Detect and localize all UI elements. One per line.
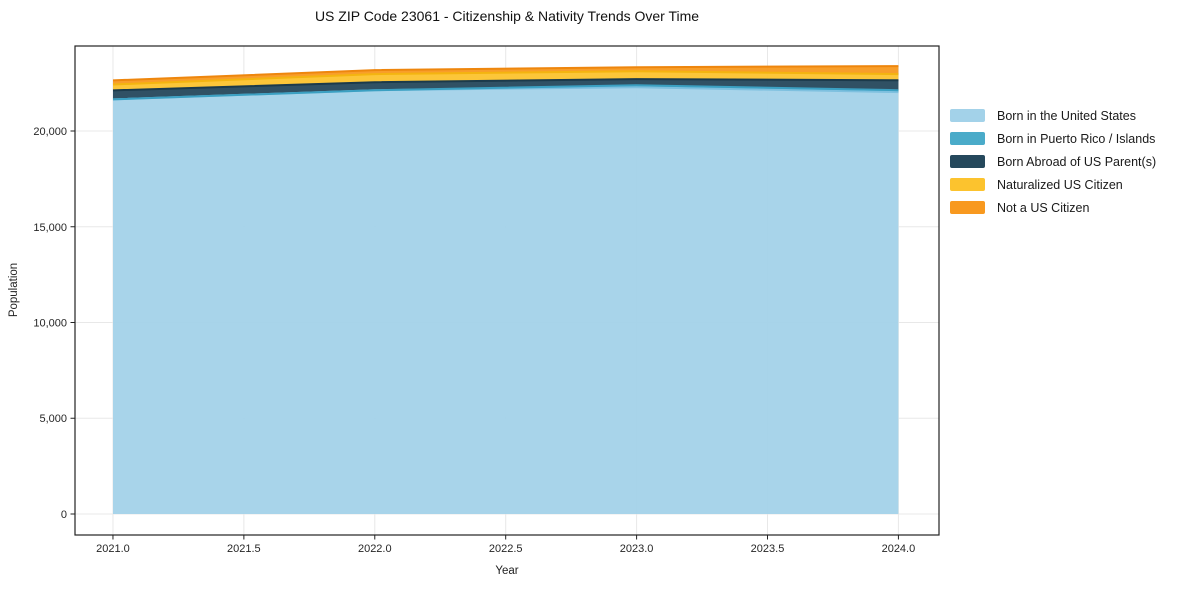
x-tick-label: 2023.5 <box>751 543 785 555</box>
legend-item: Born in Puerto Rico / Islands <box>950 127 1156 150</box>
area-series-2 <box>113 79 899 100</box>
legend-swatch-not-citizen <box>950 201 985 214</box>
x-tick-label: 2021.0 <box>96 543 130 555</box>
y-tick-label: 5,000 <box>39 413 67 425</box>
x-tick-label: 2022.5 <box>489 543 523 555</box>
x-tick-label: 2024.0 <box>882 543 916 555</box>
y-tick-label: 0 <box>61 509 67 521</box>
y-axis-label: Population <box>8 262 20 318</box>
y-tick-label: 20,000 <box>33 126 67 138</box>
x-tick-label: 2022.0 <box>358 543 392 555</box>
x-tick-label: 2023.0 <box>620 543 654 555</box>
legend-item: Not a US Citizen <box>950 196 1156 219</box>
area-series-4 <box>113 66 899 85</box>
legend-label: Not a US Citizen <box>997 200 1090 215</box>
area-edge-line-3 <box>112 70 899 86</box>
legend-label: Naturalized US Citizen <box>997 177 1123 192</box>
legend-swatch-naturalized <box>950 178 985 191</box>
area-edge-line-2 <box>112 78 899 92</box>
legend-label: Born in Puerto Rico / Islands <box>997 131 1156 146</box>
legend-swatch-born-us <box>950 109 985 122</box>
area-edge-line-4 <box>112 65 899 82</box>
x-tick-label: 2021.5 <box>227 543 261 555</box>
y-tick-label: 10,000 <box>33 317 67 329</box>
y-tick-label: 15,000 <box>33 222 67 234</box>
legend-label: Born Abroad of US Parent(s) <box>997 154 1157 169</box>
area-series-3 <box>113 71 899 91</box>
area-edge-line-1 <box>112 84 899 101</box>
axes-spines <box>74 45 940 536</box>
legend-swatch-puerto-rico <box>950 132 985 145</box>
legend-label: Born in the United States <box>997 108 1136 123</box>
legend-item: Born Abroad of US Parent(s) <box>950 150 1156 173</box>
legend-swatch-born-abroad <box>950 155 985 168</box>
chart-title: US ZIP Code 23061 - Citizenship & Nativi… <box>314 8 700 24</box>
legend: Born in the United States Born in Puerto… <box>950 104 1156 219</box>
x-axis-label: Year <box>495 565 519 577</box>
legend-item: Naturalized US Citizen <box>950 173 1156 196</box>
legend-item: Born in the United States <box>950 104 1156 127</box>
area-series-0 <box>113 87 899 514</box>
